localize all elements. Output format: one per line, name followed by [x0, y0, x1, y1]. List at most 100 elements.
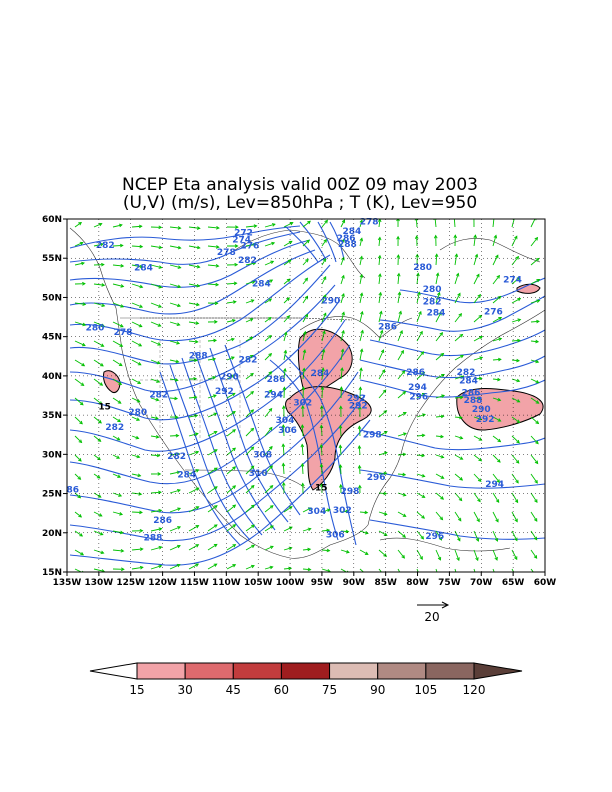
wind-vector-head	[139, 244, 144, 249]
wind-vector	[435, 353, 444, 361]
wind-vector	[264, 408, 273, 418]
wind-vector-head	[286, 315, 291, 319]
wind-vector	[169, 321, 180, 326]
wind-vector-head	[177, 488, 181, 493]
wind-vector	[112, 473, 121, 478]
wind-vector	[511, 568, 515, 572]
wind-vector	[358, 426, 361, 437]
wind-vector-head	[304, 277, 309, 282]
wind-vector	[454, 416, 463, 419]
wind-vector-head	[156, 453, 161, 458]
wind-vector	[112, 435, 120, 441]
wind-vector	[264, 335, 272, 342]
wind-vector	[473, 416, 482, 420]
wind-vector-head	[99, 532, 104, 536]
wind-vector	[112, 549, 124, 552]
wind-vector	[416, 568, 419, 572]
lon-tick-label: 60W	[534, 578, 557, 588]
temperature-contours	[69, 221, 545, 566]
wind-vector	[492, 568, 495, 572]
wind-vector-head	[232, 466, 237, 470]
wind-vector-head	[323, 312, 327, 317]
wind-vector	[207, 505, 218, 513]
wind-vector-head	[381, 369, 386, 373]
colorbar-label: 120	[463, 683, 486, 697]
wind-vector	[397, 453, 406, 456]
wind-vector	[359, 274, 363, 285]
wind-vector-head	[235, 225, 239, 229]
wind-vector-head	[421, 453, 426, 458]
contour-label: 282	[238, 256, 257, 266]
wind-vector	[434, 219, 437, 228]
wind-vector	[492, 235, 497, 247]
wind-vector-head	[288, 566, 293, 571]
wind-vector-head	[320, 386, 325, 390]
wind-vector-head	[174, 378, 179, 382]
lon-tick-label: 120W	[148, 578, 177, 588]
wind-vector-head	[498, 337, 503, 341]
wind-vector-head	[400, 349, 404, 354]
lat-tick-label: 60N	[42, 215, 62, 225]
contour-label: 282	[239, 355, 258, 365]
wind-vector	[283, 297, 290, 304]
wind-vector-head	[402, 452, 407, 457]
wind-speed-shading	[103, 283, 544, 491]
wind-vector-head	[158, 508, 163, 513]
wind-vector	[264, 389, 272, 399]
wind-vector	[169, 302, 181, 307]
wind-vector	[416, 434, 425, 437]
wind-vector	[169, 378, 178, 381]
wind-vector-head	[341, 293, 345, 297]
wind-vector	[378, 492, 387, 495]
wind-vector	[302, 331, 306, 342]
wind-vector	[358, 445, 361, 456]
wind-vector	[188, 544, 199, 551]
contour-label: 282	[457, 368, 476, 378]
wind-vector	[169, 453, 180, 456]
wind-vector	[454, 473, 463, 481]
wind-vector	[112, 359, 123, 366]
wind-vector	[302, 528, 311, 532]
wind-vector	[435, 374, 445, 380]
wind-vector	[473, 511, 480, 522]
lon-tick-label: 115W	[180, 578, 209, 588]
wind-vector-head	[533, 518, 538, 522]
wind-vector	[264, 566, 273, 570]
contour-label: 284	[342, 227, 361, 237]
reference-vector: 20	[417, 601, 450, 624]
wind-vector	[454, 511, 462, 522]
wind-vector	[378, 219, 381, 228]
contour-label: 290	[472, 405, 491, 415]
wind-vector	[454, 254, 458, 266]
wind-vector	[150, 435, 159, 438]
wind-vector	[93, 302, 105, 307]
contour-label: 280	[413, 263, 432, 273]
wind-vector	[74, 454, 82, 462]
wind-vector-head	[79, 533, 84, 537]
wind-vector-head	[281, 424, 286, 428]
wind-vector-head	[460, 375, 465, 379]
wind-vector-head	[213, 467, 218, 471]
wind-vector	[74, 242, 83, 247]
wind-vector-head	[364, 551, 369, 555]
wind-vector-head	[494, 556, 498, 561]
wind-vector	[340, 257, 345, 266]
wind-vector	[226, 319, 236, 323]
contour-label: 284	[177, 471, 196, 481]
contour-label: 306	[326, 530, 345, 540]
wind-vector-head	[281, 405, 286, 409]
wind-vector	[302, 568, 311, 571]
wind-vector	[112, 530, 123, 534]
wind-vector	[416, 549, 423, 560]
contour-label: 310	[249, 469, 268, 479]
wind-vector-head	[474, 253, 479, 258]
wind-vector	[378, 472, 387, 475]
wind-vector-head	[383, 553, 388, 557]
wind-vector	[169, 226, 181, 229]
wind-vector	[264, 371, 272, 380]
wind-vector-head	[402, 492, 407, 497]
wind-vector	[530, 416, 539, 424]
wind-vector-head	[253, 242, 258, 247]
wind-vector	[473, 254, 478, 266]
wind-vector-head	[435, 272, 440, 277]
